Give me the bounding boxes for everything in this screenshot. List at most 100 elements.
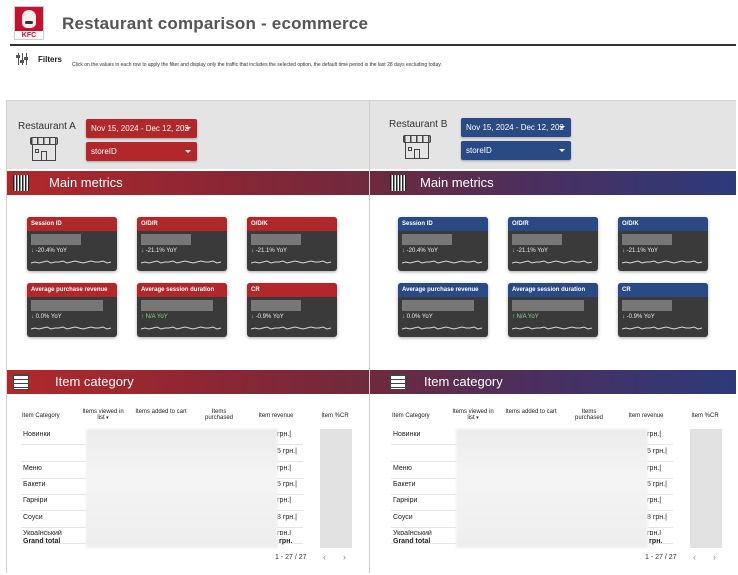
column-header-label: Item Category (392, 413, 430, 419)
arrow-down-icon: ↓ (402, 314, 407, 320)
chevron-left-icon[interactable]: ‹ (323, 552, 326, 562)
table-row-revenue: грн.| (647, 431, 662, 438)
column-header[interactable]: Item Category (392, 413, 442, 419)
date-range-b-value: Nov 15, 2024 - Dec 12, 202 (466, 123, 564, 132)
store-select-b[interactable]: storeID (461, 141, 571, 160)
table-row-revenue: грн.| (277, 465, 292, 472)
table-row-label[interactable]: Гарніри (23, 497, 48, 504)
column-header[interactable]: Items added to cart (505, 409, 557, 415)
kpi-yoy-value: -20.4% YoY (406, 248, 439, 254)
table-row-label[interactable]: Новинки (393, 431, 421, 438)
table-row-label[interactable]: Український (393, 530, 432, 535)
column-header[interactable]: Item revenue (623, 413, 669, 419)
column-header-label: Items purchased (574, 409, 604, 421)
kpi-yoy: ↓ 0.0% YoY (31, 314, 62, 320)
chevron-right-icon[interactable]: › (713, 552, 716, 562)
kpi-value-redacted (141, 234, 191, 245)
store-select-b-value: storeID (466, 146, 492, 155)
column-header[interactable]: Item revenue (253, 413, 299, 419)
column-header-label: Item revenue (258, 413, 294, 419)
table-row-label[interactable]: Український (23, 530, 62, 535)
table-row-label[interactable]: Соуси (23, 514, 43, 521)
column-header[interactable]: Items added to cart (135, 409, 187, 415)
sparkline (402, 326, 483, 330)
table-row-label[interactable]: Меню (393, 465, 412, 472)
store-shelf-icon (390, 374, 406, 390)
chevron-left-icon[interactable]: ‹ (693, 552, 696, 562)
chevron-down-icon (185, 127, 191, 130)
sparkline (31, 326, 112, 330)
kpi-value-redacted (512, 300, 584, 311)
kpi-card: O/D/K ↓ -21.1% YoY (618, 217, 708, 271)
sparkline (31, 260, 112, 264)
kpi-card: Average purchase revenue ↓ 0.0% YoY (398, 283, 488, 337)
table-row-label[interactable]: Бакети (23, 481, 46, 488)
column-header[interactable]: Items viewed in list ▾ (79, 409, 127, 421)
table-row-revenue: грн.| (647, 465, 662, 472)
kpi-title: O/D/K (618, 217, 708, 231)
column-header-label: Item Category (22, 413, 60, 419)
kpi-value-redacted (251, 300, 301, 311)
kpi-value-redacted (402, 234, 452, 245)
filters-description: Click on the values in each row to apply… (72, 62, 442, 68)
sparkline (141, 260, 222, 264)
column-header[interactable]: Item %CR (320, 413, 350, 419)
sparkline (251, 326, 332, 330)
item-category-title-a: Item category (55, 374, 134, 389)
main-metrics-bar-b: Main metrics (370, 171, 736, 195)
table-row-label[interactable]: Гарніри (393, 497, 418, 504)
kpi-yoy-value: -21.1% YoY (516, 248, 549, 254)
column-header-label: Items purchased (204, 409, 234, 421)
barcode-icon (13, 175, 29, 191)
kpi-value-redacted (141, 300, 213, 311)
kpi-value-redacted (622, 300, 672, 311)
main-metrics-bar-a: Main metrics (7, 171, 369, 195)
restaurant-b-label: Restaurant B (389, 119, 448, 130)
sparkline (402, 260, 483, 264)
header-divider (10, 44, 736, 46)
column-header[interactable]: Items viewed in list ▾ (449, 409, 497, 421)
store-icon (401, 133, 433, 161)
redacted-cr-column (690, 429, 722, 548)
column-header-label: Item %CR (321, 413, 349, 419)
chevron-down-icon (559, 126, 565, 129)
table-row-label[interactable]: Бакети (393, 481, 416, 488)
kpi-title: O/D/R (137, 217, 227, 231)
date-range-picker-a[interactable]: Nov 15, 2024 - Dec 12, 202 (86, 119, 197, 138)
grand-total-revenue: грн. (279, 538, 293, 545)
redacted-values (86, 429, 278, 548)
table-row-revenue: 5 грн.| (647, 481, 667, 488)
arrow-down-icon: ↓ (512, 248, 517, 254)
column-header[interactable]: Item %CR (690, 413, 720, 419)
date-range-picker-b[interactable]: Nov 15, 2024 - Dec 12, 202 (461, 118, 571, 137)
barcode-icon (390, 175, 406, 191)
chevron-right-icon[interactable]: › (343, 552, 346, 562)
sparkline (622, 260, 703, 264)
store-select-a[interactable]: storeID (86, 142, 197, 161)
table-row-label[interactable]: Новинки (23, 431, 51, 438)
table-row-label[interactable]: Соуси (393, 514, 413, 521)
column-header[interactable]: Item Category (22, 413, 72, 419)
store-select-a-value: storeID (91, 147, 117, 156)
column-header[interactable]: Items purchased (199, 409, 239, 421)
kpi-value-redacted (402, 300, 474, 311)
kpi-yoy: ↓ -21.1% YoY (141, 248, 177, 254)
kpi-value-redacted (31, 300, 103, 311)
main-metrics-title-a: Main metrics (49, 175, 123, 190)
table-row-label[interactable]: Меню (23, 465, 42, 472)
filters-row: Filters Click on the values in each row … (14, 52, 734, 72)
sort-down-icon: ▾ (474, 415, 479, 421)
kpi-yoy: ↓ -20.4% YoY (31, 248, 67, 254)
kpi-yoy: ↓ -21.1% YoY (622, 248, 658, 254)
item-category-title-b: Item category (424, 374, 503, 389)
table-row-revenue: 5 грн.| (647, 448, 667, 455)
kpi-card: O/D/K ↓ -21.1% YoY (247, 217, 337, 271)
kpi-yoy-value: N/A YoY (516, 314, 539, 320)
kpi-yoy: ↓ 0.0% YoY (402, 314, 433, 320)
kpi-title: Average purchase revenue (27, 283, 117, 297)
kpi-yoy-value: -21.1% YoY (145, 248, 178, 254)
chevron-down-icon (559, 149, 565, 152)
column-header[interactable]: Items purchased (569, 409, 609, 421)
sparkline (622, 326, 703, 330)
